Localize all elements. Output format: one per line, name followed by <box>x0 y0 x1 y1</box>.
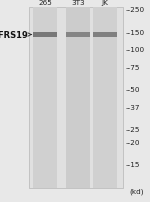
Text: --100: --100 <box>126 46 145 53</box>
Bar <box>66 33 90 38</box>
Text: --25: --25 <box>126 127 141 133</box>
Text: SFRS19: SFRS19 <box>0 31 31 40</box>
Text: --150: --150 <box>126 30 145 36</box>
Bar <box>93 8 117 188</box>
Text: --37: --37 <box>126 104 141 110</box>
Text: 265: 265 <box>38 0 52 6</box>
Text: (kd): (kd) <box>129 187 144 194</box>
Text: 3T3: 3T3 <box>71 0 85 6</box>
Bar <box>33 33 57 38</box>
Text: --20: --20 <box>126 139 141 145</box>
Bar <box>28 8 123 188</box>
Text: JK: JK <box>102 0 108 6</box>
Bar <box>66 8 90 188</box>
Text: --75: --75 <box>126 65 141 71</box>
Bar <box>93 33 117 38</box>
Bar <box>33 8 57 188</box>
Text: --15: --15 <box>126 162 141 168</box>
Text: --250: --250 <box>126 6 145 13</box>
Text: --50: --50 <box>126 86 141 92</box>
